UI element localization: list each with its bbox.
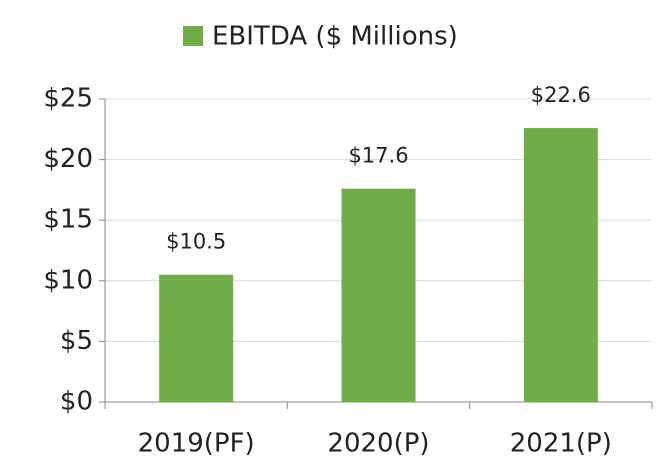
y-tick-label: $5 [60, 326, 93, 356]
y-tick-label: $20 [43, 144, 93, 174]
bar [523, 128, 598, 402]
bar [159, 274, 234, 402]
data-label: $22.6 [531, 83, 591, 107]
x-tick-label: 2021(P) [510, 429, 612, 459]
data-label: $10.5 [166, 230, 226, 254]
x-tick-label: 2020(P) [327, 429, 429, 459]
y-tick-label: $0 [60, 387, 93, 417]
legend-swatch [183, 26, 203, 46]
y-tick-label: $10 [43, 265, 93, 295]
y-tick-label: $15 [43, 205, 93, 235]
legend-label: EBITDA ($ Millions) [212, 22, 458, 52]
y-tick-label: $25 [43, 84, 93, 114]
x-tick-label: 2019(PF) [138, 429, 255, 459]
bar [341, 188, 416, 402]
data-label: $17.6 [348, 144, 408, 168]
